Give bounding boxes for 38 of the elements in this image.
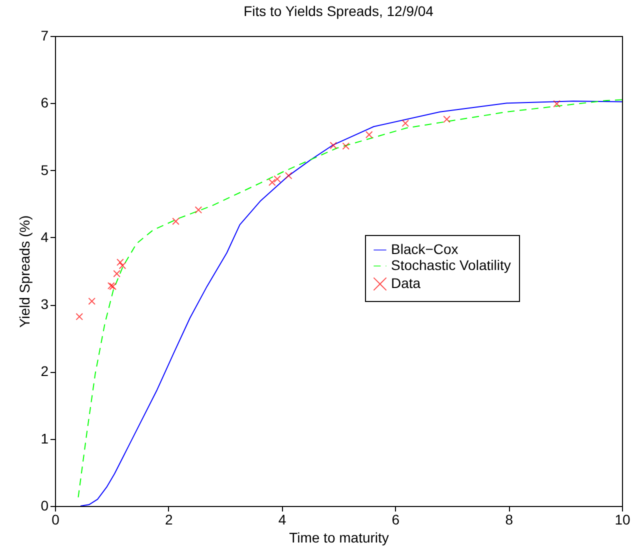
point: [118, 262, 126, 270]
y-tick-label: 0: [40, 498, 49, 514]
y-tick-label: 1: [40, 430, 49, 446]
x-axis-title: Time to maturity: [289, 530, 389, 546]
legend-label: Data: [391, 275, 421, 291]
point: [443, 116, 450, 123]
point: [365, 131, 373, 138]
point: [116, 258, 124, 266]
y-tick-label: 2: [40, 363, 49, 380]
x-tick-label: 6: [392, 512, 400, 528]
x-tick-label: 4: [278, 512, 286, 528]
chart-title: Fits to Yields Spreads, 12/9/04: [244, 3, 434, 19]
point: [268, 178, 276, 186]
point: [274, 175, 281, 183]
point: [330, 142, 338, 150]
point: [553, 100, 560, 108]
point: [88, 298, 96, 305]
x-tick-label: 10: [614, 512, 630, 528]
y-tick-label: 7: [40, 28, 49, 44]
point: [284, 172, 292, 180]
point: [194, 206, 202, 214]
y-axis-title: Yield Spreads (%): [16, 215, 33, 328]
x-tick-label: 0: [52, 512, 60, 528]
legend-label: Stochastic Volatility: [391, 257, 511, 273]
point: [107, 282, 115, 290]
y-tick-label: 5: [40, 162, 49, 178]
point: [109, 282, 116, 290]
point: [172, 218, 180, 225]
y-tick-label: 6: [40, 94, 49, 111]
point: [402, 120, 410, 127]
x-tick-label: 2: [165, 512, 173, 528]
y-tick-label: 4: [40, 228, 49, 245]
point: [76, 312, 84, 320]
y-tick-label: 3: [40, 296, 49, 312]
legend-label: Black−Cox: [391, 241, 458, 257]
x-tick-label: 8: [505, 512, 514, 528]
point: [113, 270, 120, 278]
point: [342, 142, 350, 150]
